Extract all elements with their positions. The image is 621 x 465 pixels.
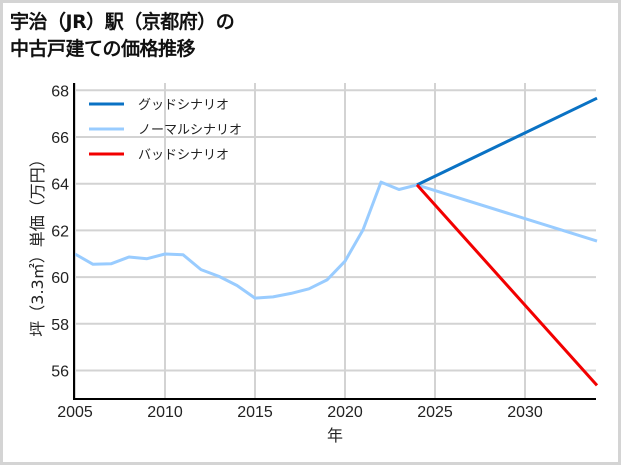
x-tick-label: 2025 <box>417 404 453 421</box>
y-axis-label: 坪（3.3㎡）単価（万円） <box>28 151 47 337</box>
y-tick-label: 62 <box>51 223 69 240</box>
y-tick-label: 58 <box>51 317 69 334</box>
legend-label: グッドシナリオ <box>138 98 229 113</box>
y-tick-label: 66 <box>51 130 69 147</box>
x-tick-label: 2030 <box>507 404 543 421</box>
series-line <box>415 183 599 387</box>
y-tick-label: 64 <box>51 177 69 194</box>
legend-label: ノーマルシナリオ <box>138 123 242 138</box>
data-series <box>74 96 599 387</box>
x-tick-label: 2005 <box>57 404 93 421</box>
series-line <box>416 96 598 187</box>
series-line <box>74 180 598 300</box>
axes <box>73 83 596 400</box>
x-tick-label: 2015 <box>237 404 273 421</box>
chart-title-line2: 中古戸建ての価格推移 <box>10 38 196 60</box>
x-tick-label: 2010 <box>147 404 183 421</box>
chart-title: 宇治（JR）駅（京都府）の 中古戸建ての価格推移 <box>10 9 235 63</box>
tick-labels: 56 58 60 62 64 66 68 2005 2010 2015 2020 2025 2030 <box>51 83 543 421</box>
chart-title-line1: 宇治（JR）駅（京都府）の <box>10 11 235 33</box>
x-tick-label: 2020 <box>327 404 363 421</box>
y-tick-label: 68 <box>51 83 69 100</box>
legend-label: バッドシナリオ <box>138 148 229 163</box>
x-axis-label: 年 <box>326 426 344 445</box>
y-tick-label: 56 <box>51 364 69 381</box>
grid-lines <box>74 83 596 399</box>
y-tick-label: 60 <box>51 270 69 287</box>
